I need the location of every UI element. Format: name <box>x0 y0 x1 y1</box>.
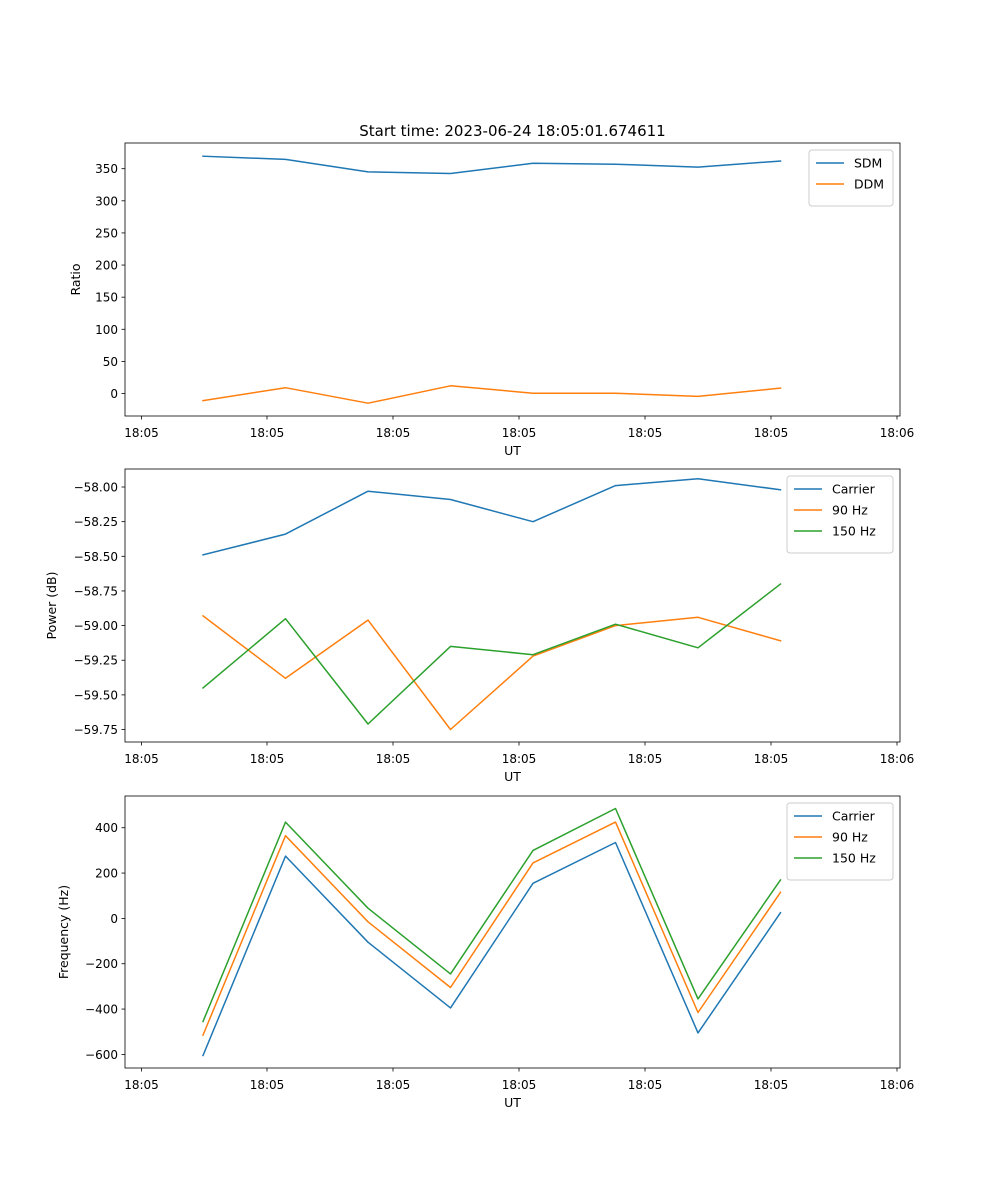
y-tick-label: −58.00 <box>74 481 118 495</box>
series-line-150-hz <box>201 582 782 725</box>
x-tick-label: 18:05 <box>502 426 537 440</box>
y-tick-label: 100 <box>95 323 118 337</box>
x-tick-label: 18:06 <box>880 426 915 440</box>
x-tick-label: 18:05 <box>502 752 537 766</box>
x-tick-label: 18:05 <box>376 752 411 766</box>
legend-box <box>808 149 894 207</box>
y-tick-label: −200 <box>85 957 118 971</box>
legend: SDM DDM <box>808 149 894 207</box>
legend-entry: 150 Hz <box>832 851 876 866</box>
chart-panel-2: −59.75 −59.50 −59.25 −59.00 −58.75 −58.50 −58.… <box>44 468 915 784</box>
x-tick-label: 18:05 <box>502 1078 537 1092</box>
series-line-90-hz <box>201 614 782 731</box>
x-tick-label: 18:05 <box>124 1078 159 1092</box>
y-tick-label: 200 <box>95 867 118 881</box>
x-tick-label: 18:06 <box>880 1078 915 1092</box>
chart-panel-3: −600 −400 −200 0 200 400 18:05 18:05 18:05 18:05 1… <box>56 795 915 1110</box>
y-tick-label: −400 <box>85 1003 118 1017</box>
y-tick-label: 200 <box>95 259 118 273</box>
y-tick-label: 300 <box>95 194 118 208</box>
y-tick-label: 50 <box>103 355 118 369</box>
y-tick-label: −59.00 <box>74 619 118 633</box>
x-tick-label: 18:05 <box>628 426 663 440</box>
legend-entry: Carrier <box>832 809 876 824</box>
y-axis-label: Ratio <box>68 263 83 295</box>
x-axis-label: UT <box>504 1095 521 1110</box>
y-tick-label: 250 <box>95 226 118 240</box>
x-tick-label: 18:05 <box>376 1078 411 1092</box>
legend: Carrier 90 Hz 150 Hz <box>786 802 894 881</box>
chart-panels: 0 50 100 150 200 250 300 350 18:05 18:05 18:05 18:0… <box>44 142 915 1110</box>
y-tick-label: 400 <box>95 821 118 835</box>
y-tick-label: −58.25 <box>74 515 118 529</box>
x-tick-label: 18:05 <box>754 1078 789 1092</box>
y-tick-label: −58.50 <box>74 550 118 564</box>
legend-entry: DDM <box>854 177 884 192</box>
figure-title: Start time: 2023-06-24 18:05:01.674611 <box>359 122 665 140</box>
y-tick-label: −59.75 <box>74 723 118 737</box>
legend-entry: SDM <box>854 156 882 171</box>
y-axis-label: Frequency (Hz) <box>56 885 71 979</box>
y-tick-label: −58.75 <box>74 584 118 598</box>
y-axis-label: Power (dB) <box>44 571 59 639</box>
x-tick-label: 18:05 <box>628 1078 663 1092</box>
x-tick-label: 18:05 <box>124 426 159 440</box>
y-tick-label: 150 <box>95 291 118 305</box>
series-line-150-hz <box>202 807 782 1023</box>
y-tick-label: 0 <box>110 387 118 401</box>
y-tick-label: −59.50 <box>74 688 118 702</box>
x-axis-label: UT <box>504 443 521 458</box>
series-line-90-hz <box>202 821 782 1037</box>
x-tick-label: 18:05 <box>250 1078 285 1092</box>
legend-entry: 90 Hz <box>832 503 868 518</box>
y-tick-label: 0 <box>110 912 118 926</box>
x-tick-label: 18:05 <box>754 752 789 766</box>
legend-entry: 150 Hz <box>832 524 876 539</box>
y-tick-label: −59.25 <box>74 654 118 668</box>
x-tick-label: 18:06 <box>880 752 915 766</box>
series-line-ddm <box>202 385 782 404</box>
series-line-sdm <box>202 155 782 175</box>
x-axis-label: UT <box>504 769 521 784</box>
legend-entry: Carrier <box>832 482 876 497</box>
x-tick-label: 18:05 <box>250 426 285 440</box>
legend-box <box>786 475 894 554</box>
x-tick-label: 18:05 <box>628 752 663 766</box>
x-tick-label: 18:05 <box>250 752 285 766</box>
plot-area-frame <box>124 142 901 417</box>
y-tick-label: 350 <box>95 162 118 176</box>
x-tick-label: 18:05 <box>124 752 159 766</box>
legend-entry: 90 Hz <box>832 830 868 845</box>
x-tick-label: 18:05 <box>376 426 411 440</box>
series-line-carrier <box>202 841 782 1057</box>
plot-area-frame <box>124 795 901 1069</box>
legend: Carrier 90 Hz 150 Hz <box>786 475 894 554</box>
chart-panel-1: 0 50 100 150 200 250 300 350 18:05 18:05 18:05 18:0… <box>68 142 915 458</box>
x-tick-label: 18:05 <box>754 426 789 440</box>
plot-area-frame <box>124 468 901 743</box>
y-tick-label: −600 <box>85 1048 118 1062</box>
legend-box <box>786 802 894 881</box>
series-line-carrier <box>202 477 782 556</box>
